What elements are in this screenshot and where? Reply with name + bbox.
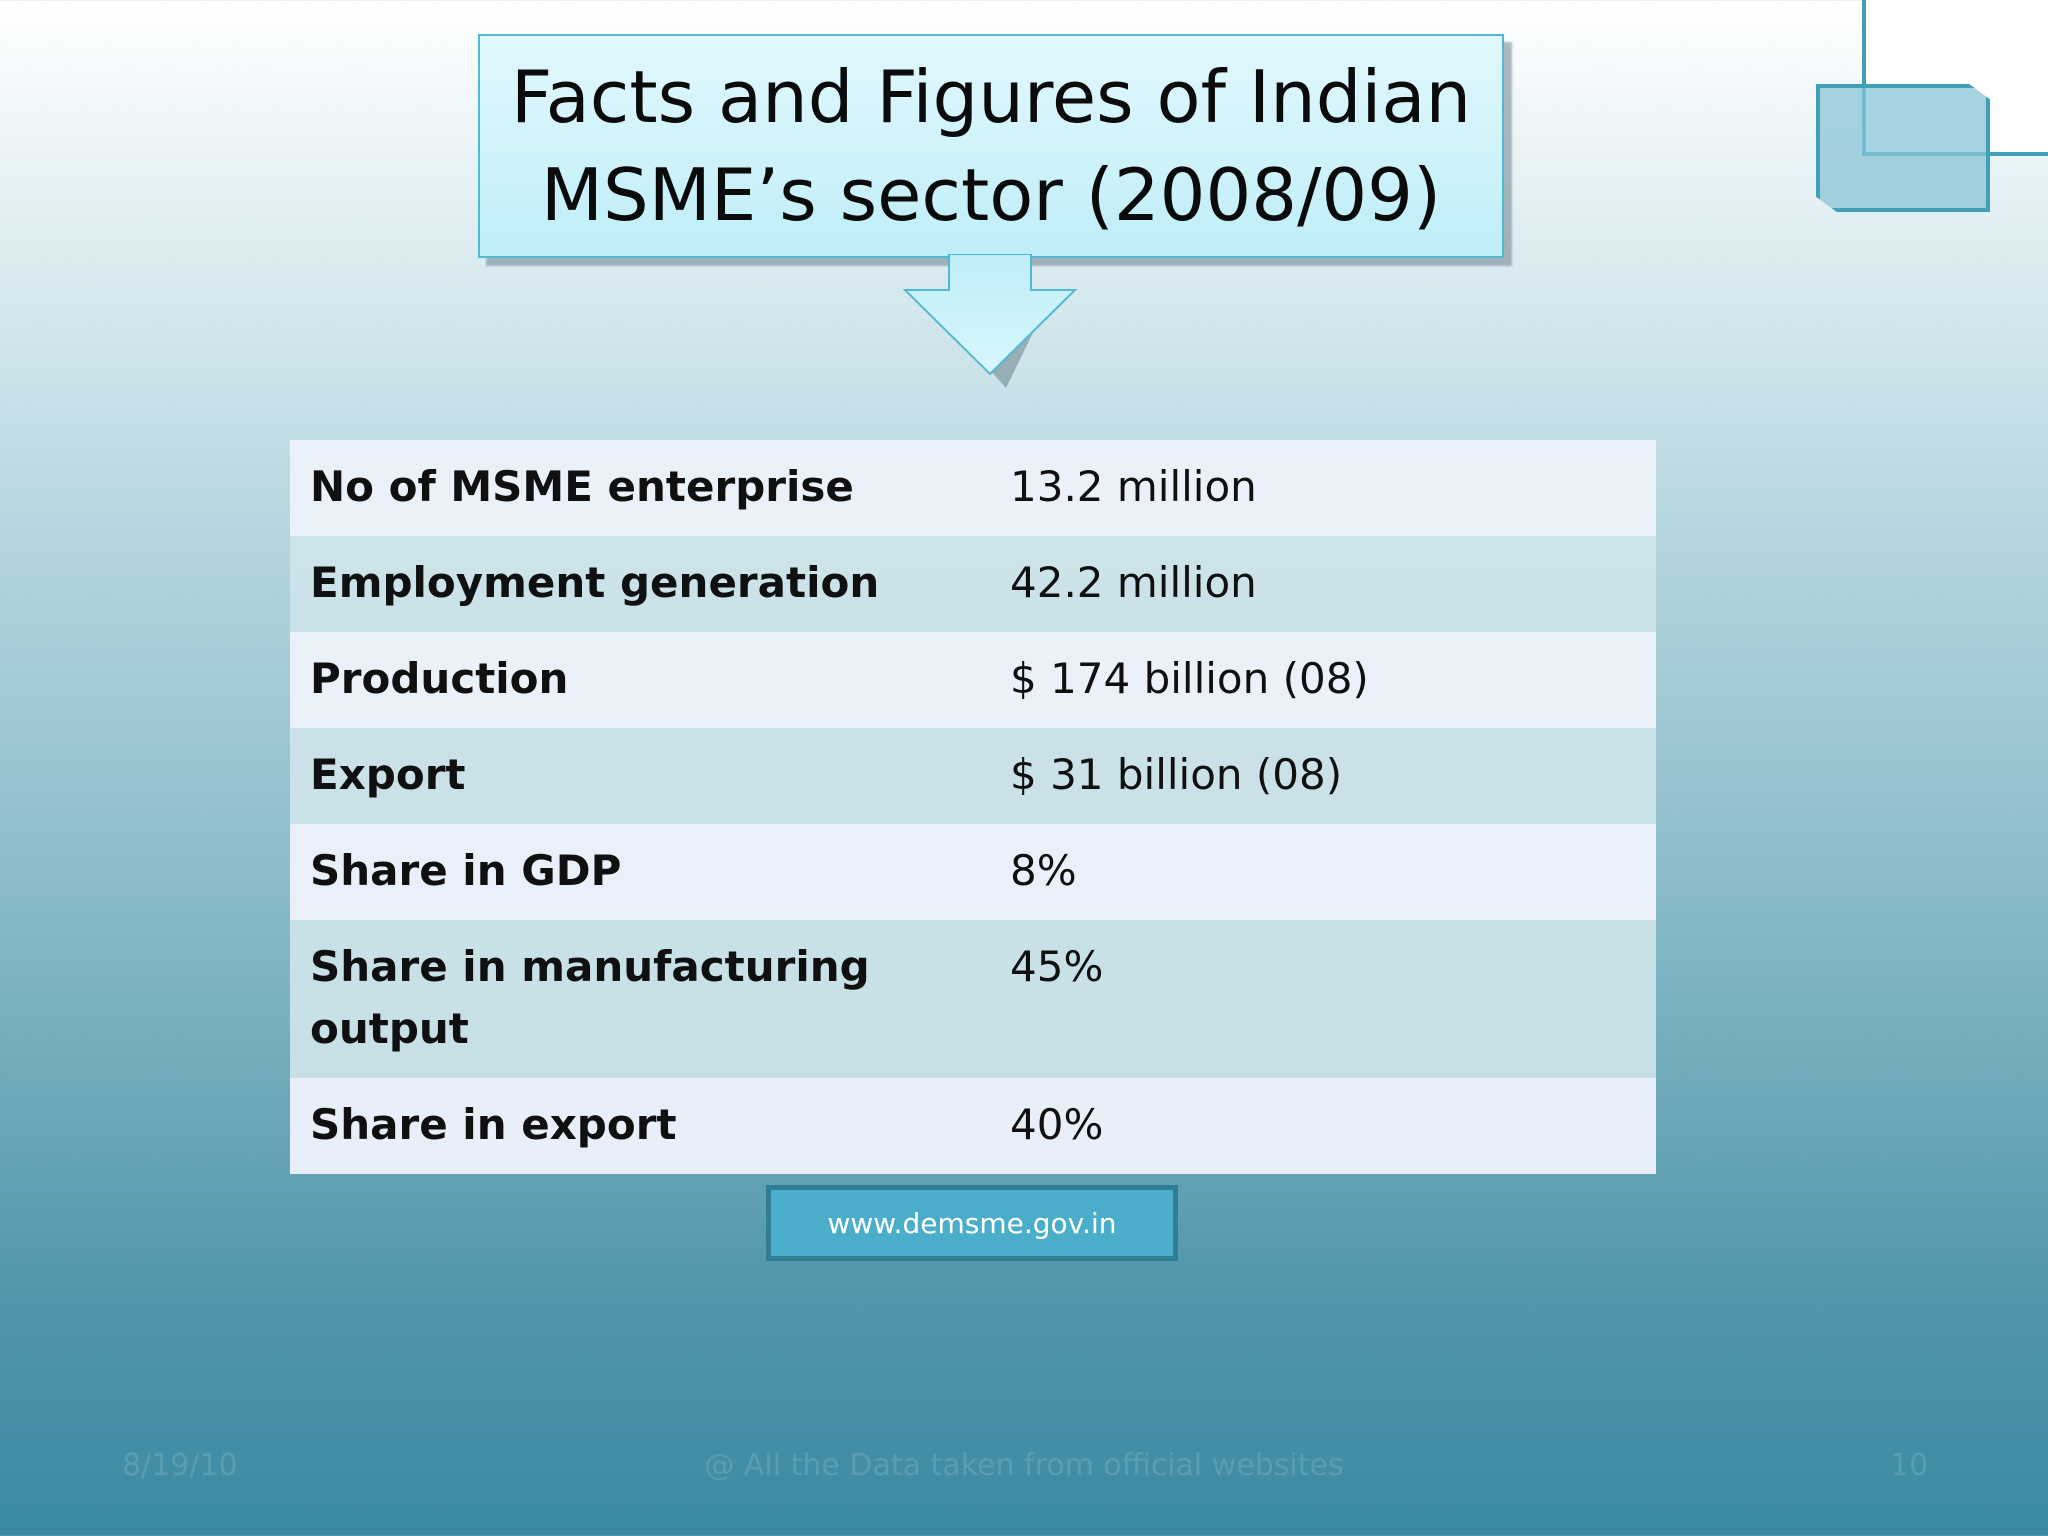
- fact-value: 40%: [1010, 1100, 1104, 1149]
- facts-table: No of MSME enterprise 13.2 million Emplo…: [290, 440, 1656, 1174]
- corner-decoration-fill: [1816, 84, 1990, 212]
- footer-note: @ All the Data taken from official websi…: [704, 1448, 1344, 1483]
- fact-value: $ 31 billion (08): [1010, 750, 1343, 799]
- fact-label: No of MSME enterprise: [310, 462, 854, 511]
- website-link-box[interactable]: www.demsme.gov.in: [766, 1185, 1178, 1261]
- table-row: Export $ 31 billion (08): [290, 728, 1656, 824]
- fact-value: 8%: [1010, 846, 1077, 895]
- table-row: Share in GDP 8%: [290, 824, 1656, 920]
- table-row: Production $ 174 billion (08): [290, 632, 1656, 728]
- footer-date: 8/19/10: [122, 1448, 238, 1483]
- table-row: Share in export 40%: [290, 1078, 1656, 1174]
- footer-page-number: 10: [1890, 1448, 1929, 1483]
- website-link[interactable]: www.demsme.gov.in: [827, 1206, 1117, 1240]
- fact-value: 42.2 million: [1010, 558, 1257, 607]
- callout-arrow-icon: [902, 254, 1078, 388]
- table-row: Employment generation 42.2 million: [290, 536, 1656, 632]
- fact-label: Share in export: [310, 1100, 677, 1149]
- fact-label: Share in manufacturing output: [310, 942, 870, 1053]
- title-callout: Facts and Figures of Indian MSME’s secto…: [478, 34, 1504, 258]
- fact-value: $ 174 billion (08): [1010, 654, 1369, 703]
- fact-value: 13.2 million: [1010, 462, 1257, 511]
- table-row: Share in manufacturing output 45%: [290, 920, 1656, 1078]
- slide-title: Facts and Figures of Indian MSME’s secto…: [510, 55, 1472, 237]
- fact-label: Share in GDP: [310, 846, 622, 895]
- fact-value: 45%: [1010, 942, 1104, 991]
- fact-label: Production: [310, 654, 569, 703]
- table-row: No of MSME enterprise 13.2 million: [290, 440, 1656, 536]
- fact-label: Employment generation: [310, 558, 880, 607]
- fact-label: Export: [310, 750, 466, 799]
